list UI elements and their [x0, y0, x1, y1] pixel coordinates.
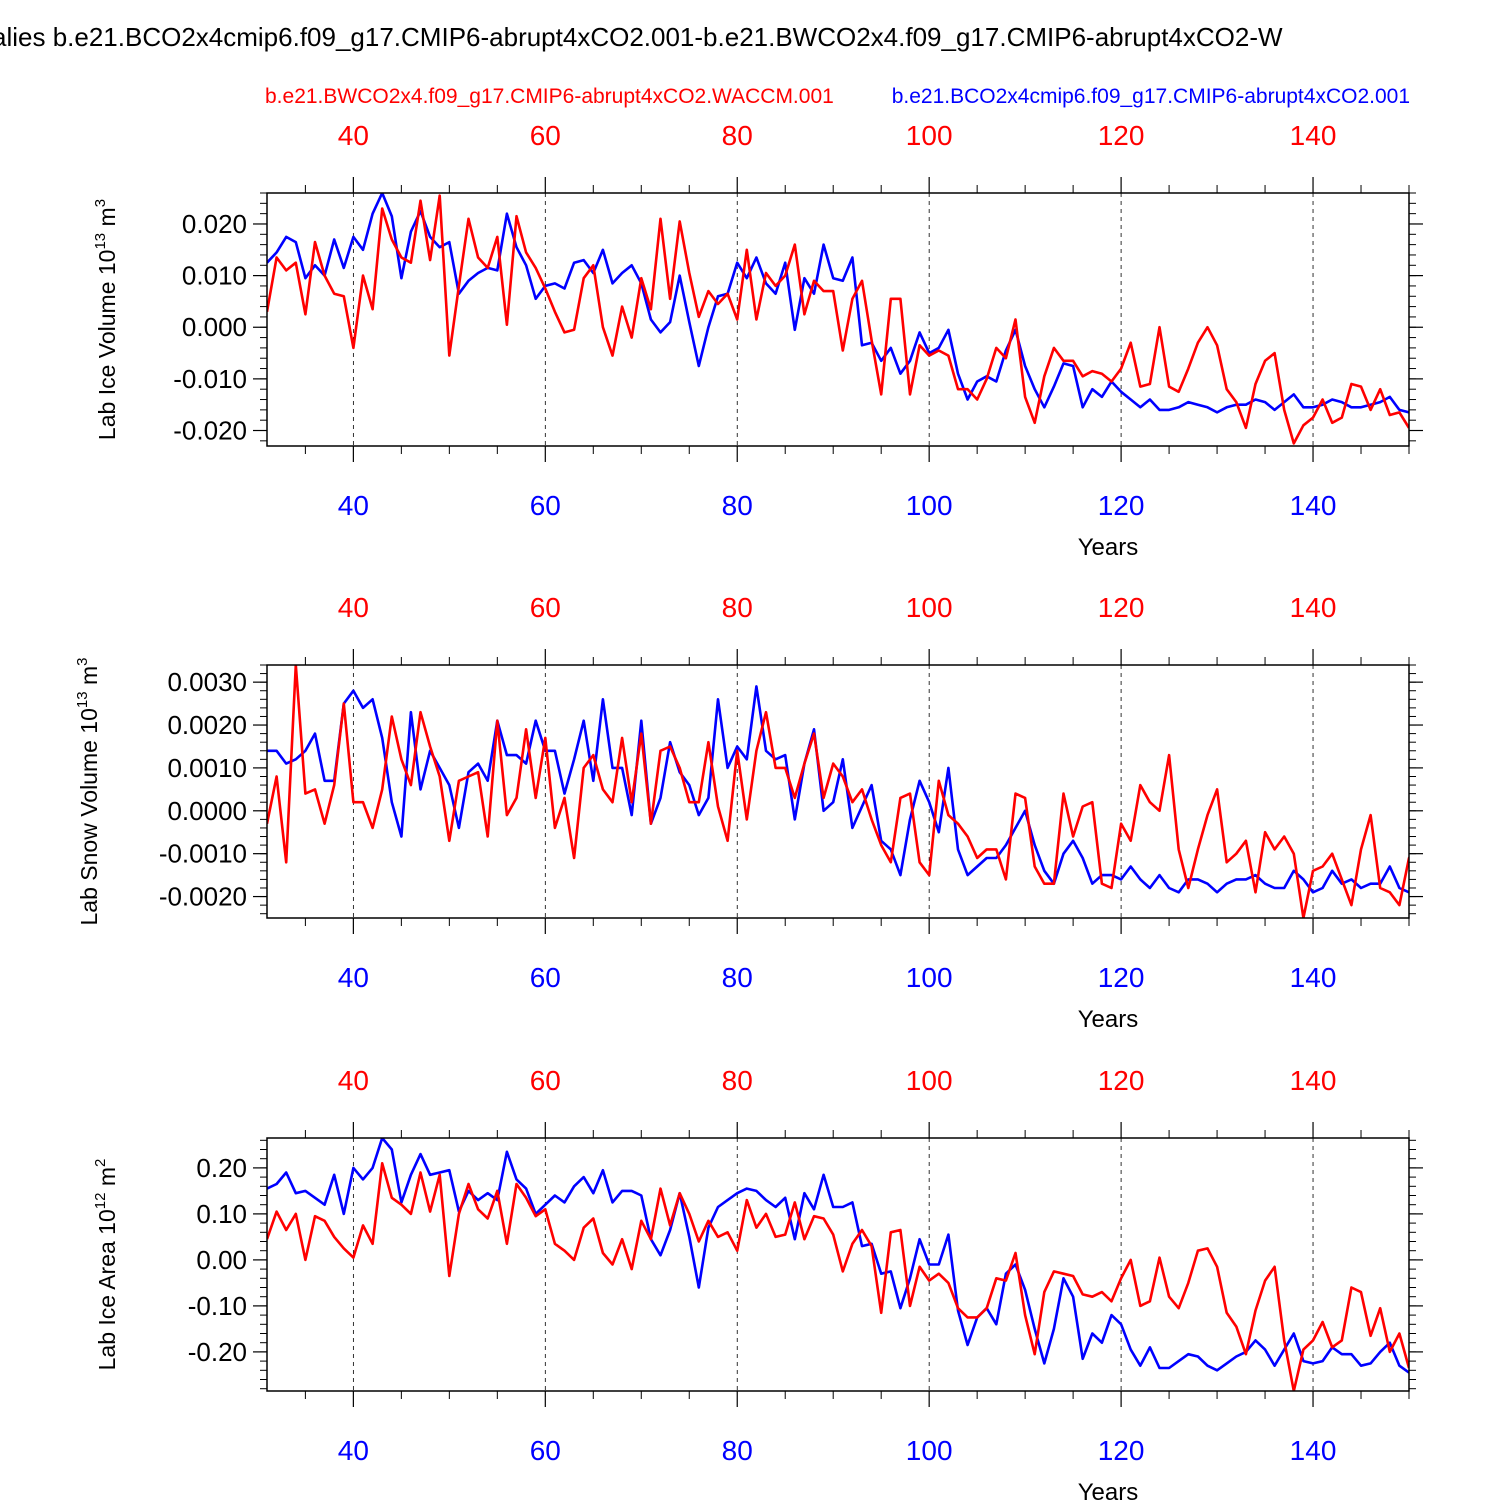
y-tick-label: 0.0030	[167, 667, 247, 697]
legend-red: b.e21.BWCO2x4.f09_g17.CMIP6-abrupt4xCO2.…	[265, 85, 834, 108]
x-tick-label-top: 60	[530, 592, 561, 623]
x-tick-label-bottom: 40	[338, 1435, 369, 1466]
y-tick-label: 0.20	[196, 1153, 247, 1183]
y-tick-label: 0.0000	[167, 796, 247, 826]
y-axis-label: Lab Snow Volume 1013 m3	[74, 658, 102, 926]
y-tick-label: 0.000	[182, 312, 247, 342]
figure-title: alies b.e21.BCO2x4cmip6.f09_g17.CMIP6-ab…	[0, 22, 1283, 52]
x-tick-label-bottom: 80	[722, 1435, 753, 1466]
x-tick-label-bottom: 60	[530, 1435, 561, 1466]
y-tick-label: 0.020	[182, 209, 247, 239]
x-tick-label-bottom: 140	[1290, 490, 1337, 521]
y-tick-label: -0.10	[188, 1291, 247, 1321]
y-tick-label: 0.10	[196, 1199, 247, 1229]
x-axis-label: Years	[1078, 1479, 1139, 1500]
y-tick-label: -0.0010	[159, 839, 247, 869]
y-axis-label: Lab Ice Volume 1013 m3	[92, 199, 120, 440]
series-line-blue	[267, 1138, 1409, 1374]
x-tick-label-bottom: 40	[338, 962, 369, 993]
y-tick-label: 0.0010	[167, 753, 247, 783]
panel-2: -0.0020 -0.0010 0.0000 0.0010 0.0020 0.0030 40…	[74, 592, 1423, 1033]
series-line-blue	[267, 193, 1409, 414]
x-tick-label-bottom: 140	[1290, 962, 1337, 993]
y-tick-label: 0.00	[196, 1245, 247, 1275]
x-tick-label-top: 140	[1290, 592, 1337, 623]
x-tick-label-bottom: 60	[530, 962, 561, 993]
x-tick-label-top: 40	[338, 120, 369, 151]
plot-frame	[266, 664, 1410, 919]
x-tick-label-bottom: 120	[1098, 962, 1145, 993]
x-tick-label-bottom: 100	[906, 962, 953, 993]
x-tick-label-top: 80	[722, 120, 753, 151]
plot-frame	[266, 1137, 1410, 1392]
series-line-red	[267, 1162, 1409, 1391]
plot-frame	[266, 192, 1410, 447]
y-tick-label: -0.020	[173, 416, 247, 446]
x-tick-label-top: 120	[1098, 592, 1145, 623]
x-tick-label-top: 80	[722, 1065, 753, 1096]
x-tick-label-bottom: 100	[906, 490, 953, 521]
x-tick-label-bottom: 80	[722, 962, 753, 993]
y-tick-label: 0.0020	[167, 710, 247, 740]
legend-blue: b.e21.BCO2x4cmip6.f09_g17.CMIP6-abrupt4x…	[892, 85, 1410, 108]
x-tick-label-top: 100	[906, 120, 953, 151]
x-tick-label-bottom: 100	[906, 1435, 953, 1466]
x-tick-label-top: 60	[530, 1065, 561, 1096]
x-tick-label-top: 40	[338, 592, 369, 623]
x-tick-label-top: 80	[722, 592, 753, 623]
x-axis-label: Years	[1078, 1006, 1139, 1033]
x-tick-label-bottom: 80	[722, 490, 753, 521]
panel-1: -0.020 -0.010 0.000 0.010 0.020 40 40 60 60 80 80 1…	[92, 120, 1423, 561]
x-tick-label-bottom: 140	[1290, 1435, 1337, 1466]
x-tick-label-top: 140	[1290, 120, 1337, 151]
x-axis-label: Years	[1078, 534, 1139, 561]
x-tick-label-bottom: 60	[530, 490, 561, 521]
x-tick-label-bottom: 120	[1098, 490, 1145, 521]
y-tick-label: 0.010	[182, 261, 247, 291]
panel-3: -0.20 -0.10 0.00 0.10 0.20 40 40 60 60 80 80 100 100…	[92, 1065, 1423, 1500]
series-line-red	[267, 665, 1409, 918]
series-line-blue	[267, 685, 1409, 894]
x-tick-label-top: 60	[530, 120, 561, 151]
y-tick-label: -0.20	[188, 1337, 247, 1367]
x-tick-label-top: 140	[1290, 1065, 1337, 1096]
x-tick-label-top: 120	[1098, 1065, 1145, 1096]
y-tick-label: -0.0020	[159, 882, 247, 912]
y-tick-label: -0.010	[173, 364, 247, 394]
x-tick-label-top: 120	[1098, 120, 1145, 151]
x-tick-label-top: 100	[906, 592, 953, 623]
x-tick-label-bottom: 40	[338, 490, 369, 521]
x-tick-label-top: 100	[906, 1065, 953, 1096]
x-tick-label-bottom: 120	[1098, 1435, 1145, 1466]
y-axis-label: Lab Ice Area 1012 m2	[92, 1159, 120, 1371]
series-line-red	[267, 194, 1409, 445]
x-tick-label-top: 40	[338, 1065, 369, 1096]
